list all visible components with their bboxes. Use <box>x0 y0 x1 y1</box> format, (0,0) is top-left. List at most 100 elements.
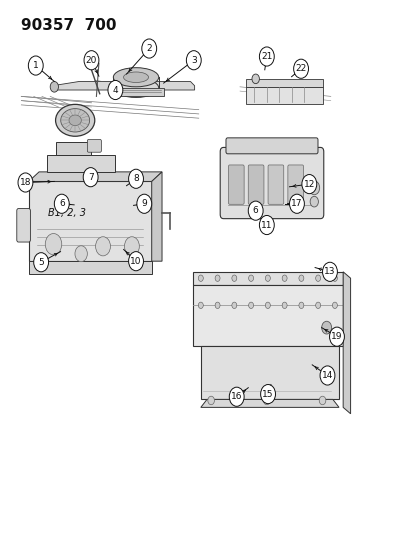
Text: 6: 6 <box>252 206 258 215</box>
Circle shape <box>83 167 98 187</box>
Text: 19: 19 <box>330 332 342 341</box>
Circle shape <box>186 51 201 70</box>
Text: 15: 15 <box>262 390 273 399</box>
Ellipse shape <box>113 78 158 98</box>
Circle shape <box>252 74 259 84</box>
Text: 11: 11 <box>261 221 272 230</box>
FancyBboxPatch shape <box>268 165 283 204</box>
Circle shape <box>28 56 43 75</box>
Circle shape <box>332 302 337 309</box>
FancyBboxPatch shape <box>55 142 90 155</box>
Circle shape <box>50 82 58 92</box>
Circle shape <box>95 237 110 256</box>
Circle shape <box>198 275 203 281</box>
Circle shape <box>108 80 123 100</box>
Circle shape <box>265 275 270 281</box>
FancyBboxPatch shape <box>248 165 263 204</box>
Circle shape <box>128 169 143 188</box>
FancyBboxPatch shape <box>287 165 303 204</box>
Text: 16: 16 <box>230 392 242 401</box>
Circle shape <box>45 233 62 255</box>
Circle shape <box>124 237 139 256</box>
Circle shape <box>322 262 337 281</box>
FancyBboxPatch shape <box>228 165 244 204</box>
Circle shape <box>298 275 303 281</box>
FancyBboxPatch shape <box>225 138 317 154</box>
Circle shape <box>231 275 236 281</box>
FancyBboxPatch shape <box>47 155 115 172</box>
FancyBboxPatch shape <box>192 272 342 285</box>
Circle shape <box>301 174 316 193</box>
Text: 6: 6 <box>59 199 64 208</box>
Circle shape <box>298 302 303 309</box>
Ellipse shape <box>113 68 158 87</box>
Circle shape <box>315 275 320 281</box>
Circle shape <box>248 302 253 309</box>
Polygon shape <box>342 272 350 414</box>
FancyBboxPatch shape <box>28 181 151 261</box>
Polygon shape <box>246 79 322 87</box>
Text: 21: 21 <box>261 52 272 61</box>
Text: 4: 4 <box>112 85 118 94</box>
Circle shape <box>229 387 244 406</box>
Circle shape <box>318 396 325 405</box>
Text: 10: 10 <box>130 257 141 265</box>
Circle shape <box>319 366 334 385</box>
Circle shape <box>128 252 143 271</box>
FancyBboxPatch shape <box>220 148 323 219</box>
Text: B1, 2, 3: B1, 2, 3 <box>48 208 86 218</box>
Ellipse shape <box>55 104 95 136</box>
Circle shape <box>315 302 320 309</box>
FancyBboxPatch shape <box>28 261 151 274</box>
Circle shape <box>293 59 308 78</box>
Text: 2: 2 <box>146 44 152 53</box>
Circle shape <box>308 181 319 195</box>
Text: 20: 20 <box>85 56 97 64</box>
Circle shape <box>321 321 331 334</box>
Text: 3: 3 <box>190 56 196 64</box>
FancyBboxPatch shape <box>17 208 30 242</box>
Text: 22: 22 <box>295 64 306 73</box>
Circle shape <box>263 396 269 405</box>
Polygon shape <box>200 399 338 407</box>
Text: 90357  700: 90357 700 <box>21 18 116 33</box>
Polygon shape <box>52 82 194 90</box>
Circle shape <box>329 327 344 346</box>
Circle shape <box>198 302 203 309</box>
Circle shape <box>282 302 286 309</box>
Circle shape <box>215 275 220 281</box>
Circle shape <box>259 47 273 66</box>
Polygon shape <box>151 172 161 261</box>
Text: 1: 1 <box>33 61 38 70</box>
Ellipse shape <box>61 109 89 132</box>
Polygon shape <box>246 87 322 104</box>
Polygon shape <box>200 346 338 399</box>
Text: 8: 8 <box>133 174 139 183</box>
Circle shape <box>33 253 48 272</box>
Text: 12: 12 <box>303 180 314 189</box>
FancyBboxPatch shape <box>87 140 101 152</box>
Polygon shape <box>28 172 161 181</box>
Circle shape <box>231 302 236 309</box>
Text: 18: 18 <box>20 178 31 187</box>
Circle shape <box>84 51 99 70</box>
Circle shape <box>309 196 318 207</box>
Text: 7: 7 <box>88 173 93 182</box>
Circle shape <box>207 396 214 405</box>
Text: 13: 13 <box>323 268 335 276</box>
Ellipse shape <box>69 115 81 126</box>
Circle shape <box>282 275 286 281</box>
Circle shape <box>54 194 69 213</box>
Circle shape <box>260 384 275 403</box>
Circle shape <box>18 173 33 192</box>
Circle shape <box>259 215 273 235</box>
Polygon shape <box>112 88 163 96</box>
Circle shape <box>75 246 87 262</box>
FancyBboxPatch shape <box>192 285 342 346</box>
Text: 14: 14 <box>321 371 332 380</box>
Circle shape <box>137 194 151 213</box>
Circle shape <box>265 302 270 309</box>
Circle shape <box>332 275 337 281</box>
Circle shape <box>248 201 263 220</box>
Ellipse shape <box>123 72 148 83</box>
